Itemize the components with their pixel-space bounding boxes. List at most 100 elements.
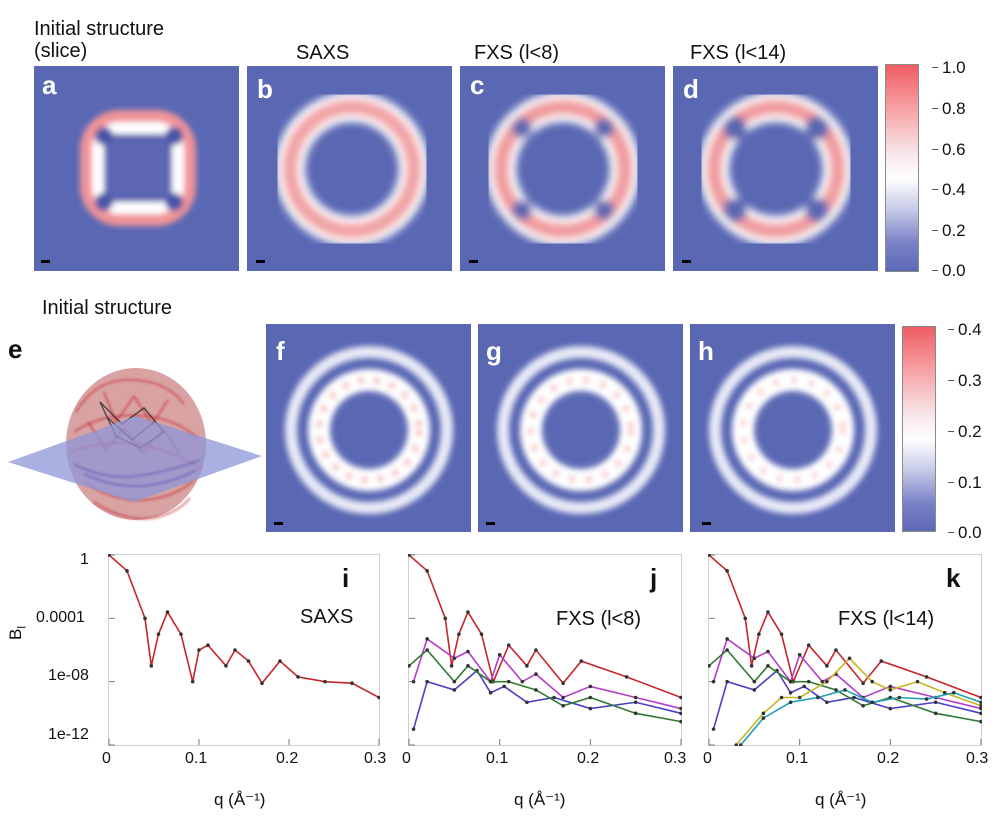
data-point [143,616,147,621]
data-point [933,700,938,705]
colorbar-tick: 0.0 [932,261,966,280]
data-point [350,681,354,686]
data-point [278,659,282,663]
data-point [788,679,793,684]
data-point [749,664,754,668]
x-tick-label: 0.3 [664,750,687,767]
panel-label-k: k [946,563,961,593]
x-tick-label: 0.2 [276,750,299,767]
scale-bar [682,260,691,263]
panel-label-b: b [257,74,273,104]
plot-title-i: SAXS [300,606,354,628]
data-point [452,688,457,692]
data-point [816,695,820,700]
x-axis-label-k: q (Å⁻¹) [815,790,867,809]
density-panel-c: c [460,66,665,271]
data-point [870,679,874,684]
header-initial-slice: Initial structure (slice) [34,18,165,62]
x-tick-label: 0.1 [486,750,509,767]
density-map-c [486,92,640,246]
panel-label-j: j [650,563,658,593]
data-point [457,632,461,636]
data-point [679,706,682,711]
data-point [296,675,300,679]
data-point [588,706,593,711]
x-tick-label: 0.3 [364,750,387,767]
data-point [834,688,838,692]
x-tick-label: 0 [402,750,411,767]
data-point [779,632,784,636]
density-map-b [275,92,429,246]
data-point [861,703,865,708]
data-point [579,659,584,663]
x-tick-label: 0 [102,750,111,767]
data-point [802,684,806,689]
data-point [425,637,429,641]
colorbar-tick: 1.0 [932,58,966,77]
data-point [761,716,766,720]
density-panel-a: a [34,66,239,271]
colorbar-tick: 0.6 [932,140,966,159]
colorbar-tick: 0.4 [932,180,966,199]
data-point [679,695,682,700]
panel-label-i: i [342,563,350,593]
data-point [408,664,411,668]
data-point [425,679,429,684]
data-point [888,684,893,689]
density-panel-d: d [673,66,878,271]
x-tick-label: 0.2 [577,750,600,767]
data-point [561,703,565,708]
data-point [466,649,470,654]
data-point [788,700,793,705]
data-point [633,711,638,716]
data-point [942,690,947,695]
data-point [738,743,743,746]
data-point [190,679,195,684]
data-point [561,695,565,700]
data-point [479,632,484,636]
data-point [843,688,847,692]
data-point [323,679,327,684]
data-point [806,679,811,684]
data-point [466,610,470,614]
panel-label-c: c [470,70,485,100]
data-point [952,690,956,695]
data-point [725,569,729,573]
data-point [525,700,529,705]
scale-bar [469,260,478,263]
header-fxs-l14: FXS (l<14) [690,42,787,64]
plot-frame [708,554,982,746]
data-point [502,684,506,689]
series-line [412,669,682,730]
data-point [933,711,938,716]
data-point [525,664,529,668]
plot-i [108,554,380,746]
data-point [852,695,856,700]
series-line [740,689,982,746]
data-point [734,743,738,746]
data-point [588,695,593,700]
plot-title-j: FXS (l<8) [556,608,642,630]
data-point [260,681,264,686]
data-point [488,679,493,684]
x-tick-label: 0.3 [966,750,989,767]
data-point [888,688,893,692]
series-line [412,637,682,710]
panel-label-a: a [42,70,57,100]
data-point [588,684,593,689]
data-point [552,695,556,700]
colorbar-tick: 0.1 [948,473,982,492]
data-point [452,656,457,661]
panel-label-g: g [486,336,502,366]
data-point [897,695,902,700]
series-line [735,657,982,746]
data-point [561,681,565,686]
data-point [820,679,825,684]
scale-bar [41,260,50,263]
data-point [825,679,829,684]
data-point [725,679,729,684]
data-point [708,554,711,557]
x-tick-label: 0.2 [877,750,900,767]
data-point [425,569,429,573]
data-point [206,643,210,648]
